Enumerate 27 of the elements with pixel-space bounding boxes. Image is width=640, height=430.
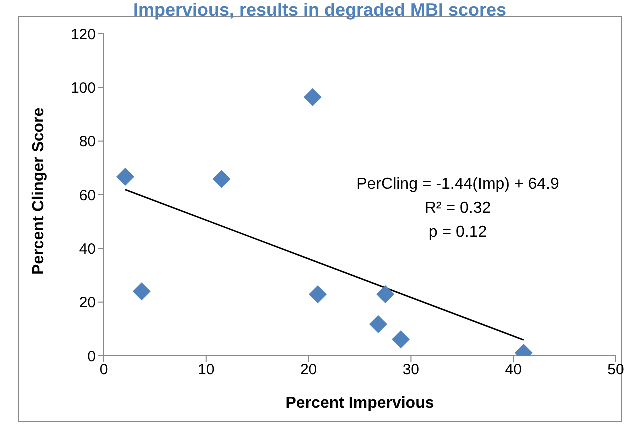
point [392,330,410,349]
x-tick-label: 40 [505,362,522,379]
x-tick-label: 20 [300,362,318,379]
annotation: p = 0.12 [428,223,488,243]
point [304,88,322,106]
y-tick-label: 100 [70,80,96,97]
x-tick-label: 50 [608,362,624,379]
x-axis-title: Percent Impervious [286,395,434,412]
y-axis-title: Percent Clinger Score [30,108,48,275]
x-tick-label: 0 [100,362,108,379]
y-tick-label: 40 [79,240,96,258]
y-tick-label: 80 [79,134,96,151]
y-tick-label: 20 [79,294,96,312]
y-tick-label: 120 [70,26,96,44]
y-tick-label: 0 [88,348,96,366]
annotation: PerCling = -1.44(Imp) + 64.9 [356,175,560,195]
point [212,170,231,188]
annotation: R² = 0.32 [424,199,492,219]
y-tick-label: 60 [79,187,96,204]
point [309,286,328,304]
point [132,282,151,301]
point [376,286,395,304]
x-tick-label: 30 [402,362,420,379]
chart-title: Impervious, results in degraded MBI scores [132,0,508,21]
point [116,168,135,186]
x-tick-label: 10 [198,362,215,379]
point [369,315,388,334]
